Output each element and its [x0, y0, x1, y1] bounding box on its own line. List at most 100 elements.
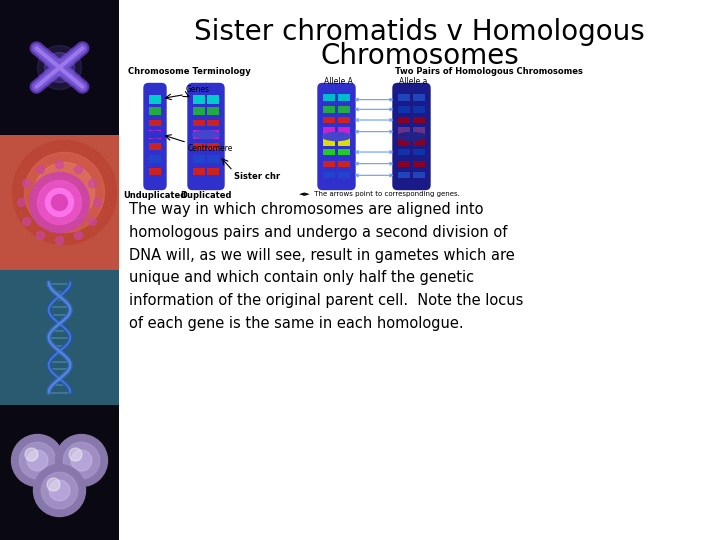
FancyBboxPatch shape — [323, 117, 335, 123]
FancyBboxPatch shape — [207, 95, 219, 104]
FancyBboxPatch shape — [207, 155, 219, 163]
FancyBboxPatch shape — [408, 83, 431, 190]
Circle shape — [89, 218, 96, 226]
FancyBboxPatch shape — [338, 137, 350, 146]
FancyBboxPatch shape — [323, 137, 335, 146]
Text: Chromosomes: Chromosomes — [320, 42, 519, 70]
Text: Allele a: Allele a — [399, 77, 428, 86]
Text: Centromere: Centromere — [188, 144, 233, 153]
FancyBboxPatch shape — [413, 106, 425, 113]
FancyBboxPatch shape — [333, 83, 356, 190]
FancyBboxPatch shape — [398, 137, 410, 146]
FancyBboxPatch shape — [392, 83, 415, 190]
Circle shape — [45, 52, 74, 83]
Circle shape — [17, 199, 25, 206]
FancyBboxPatch shape — [398, 106, 410, 113]
Circle shape — [63, 442, 99, 478]
Circle shape — [52, 194, 68, 211]
Text: Allele A: Allele A — [324, 77, 353, 86]
Circle shape — [37, 180, 81, 225]
Circle shape — [27, 450, 48, 471]
FancyBboxPatch shape — [398, 117, 410, 123]
Text: Sister chromatids v Homologous: Sister chromatids v Homologous — [194, 18, 645, 46]
FancyBboxPatch shape — [318, 83, 341, 190]
FancyBboxPatch shape — [323, 94, 335, 101]
FancyBboxPatch shape — [338, 161, 350, 166]
FancyBboxPatch shape — [338, 106, 350, 113]
Circle shape — [37, 166, 45, 173]
FancyBboxPatch shape — [398, 172, 410, 178]
Circle shape — [47, 478, 60, 491]
Circle shape — [37, 232, 45, 239]
FancyBboxPatch shape — [323, 172, 335, 178]
FancyBboxPatch shape — [323, 106, 335, 113]
FancyBboxPatch shape — [398, 161, 410, 166]
FancyBboxPatch shape — [207, 143, 219, 150]
FancyBboxPatch shape — [323, 161, 335, 166]
Circle shape — [55, 160, 63, 168]
Ellipse shape — [148, 131, 163, 138]
FancyBboxPatch shape — [338, 117, 350, 123]
FancyBboxPatch shape — [413, 148, 425, 156]
Circle shape — [35, 163, 94, 222]
Text: Chromosome Terminology: Chromosome Terminology — [127, 67, 251, 76]
Bar — [0, 0, 119, 135]
Text: Two Pairs of Homologous Chromosomes: Two Pairs of Homologous Chromosomes — [395, 67, 583, 76]
Bar — [0, 405, 119, 540]
Circle shape — [49, 480, 70, 501]
Circle shape — [74, 232, 83, 239]
FancyBboxPatch shape — [149, 130, 161, 139]
FancyBboxPatch shape — [149, 119, 161, 126]
FancyBboxPatch shape — [207, 130, 219, 139]
FancyBboxPatch shape — [338, 172, 350, 178]
FancyBboxPatch shape — [193, 155, 205, 163]
FancyBboxPatch shape — [323, 127, 335, 136]
FancyBboxPatch shape — [193, 119, 205, 126]
Circle shape — [71, 450, 92, 471]
FancyBboxPatch shape — [207, 119, 219, 126]
FancyBboxPatch shape — [413, 117, 425, 123]
FancyBboxPatch shape — [413, 137, 425, 146]
Bar — [0, 135, 119, 270]
FancyBboxPatch shape — [193, 107, 205, 115]
Circle shape — [19, 442, 55, 478]
Bar — [119, 0, 720, 540]
Text: The way in which chromosomes are aligned into
homologous pairs and undergo a sec: The way in which chromosomes are aligned… — [129, 202, 523, 331]
Circle shape — [74, 166, 83, 173]
Ellipse shape — [323, 132, 351, 140]
Circle shape — [12, 435, 63, 487]
Ellipse shape — [192, 131, 220, 139]
FancyBboxPatch shape — [193, 168, 205, 175]
Text: Duplicated: Duplicated — [180, 191, 232, 200]
Text: ◄►  The arrows point to corresponding genes.: ◄► The arrows point to corresponding gen… — [299, 191, 460, 197]
FancyBboxPatch shape — [149, 95, 161, 104]
FancyBboxPatch shape — [202, 83, 225, 190]
FancyBboxPatch shape — [149, 143, 161, 150]
Circle shape — [22, 179, 30, 187]
FancyBboxPatch shape — [323, 148, 335, 156]
Text: Sister chr: Sister chr — [234, 172, 280, 181]
FancyBboxPatch shape — [338, 127, 350, 136]
Circle shape — [94, 199, 102, 206]
FancyBboxPatch shape — [149, 107, 161, 115]
FancyBboxPatch shape — [413, 94, 425, 101]
FancyBboxPatch shape — [143, 83, 167, 190]
Circle shape — [69, 448, 82, 461]
Text: Unduplicated: Unduplicated — [123, 191, 186, 200]
FancyBboxPatch shape — [207, 107, 219, 115]
Text: Genes: Genes — [186, 85, 210, 93]
Circle shape — [34, 464, 86, 516]
FancyBboxPatch shape — [149, 168, 161, 175]
FancyBboxPatch shape — [413, 172, 425, 178]
FancyBboxPatch shape — [187, 83, 211, 190]
Circle shape — [52, 59, 68, 76]
Circle shape — [25, 448, 38, 461]
Circle shape — [89, 179, 96, 187]
FancyBboxPatch shape — [193, 130, 205, 139]
FancyBboxPatch shape — [338, 94, 350, 101]
Circle shape — [37, 45, 81, 90]
Circle shape — [55, 237, 63, 245]
FancyBboxPatch shape — [193, 143, 205, 150]
Circle shape — [24, 152, 104, 233]
FancyBboxPatch shape — [413, 127, 425, 136]
